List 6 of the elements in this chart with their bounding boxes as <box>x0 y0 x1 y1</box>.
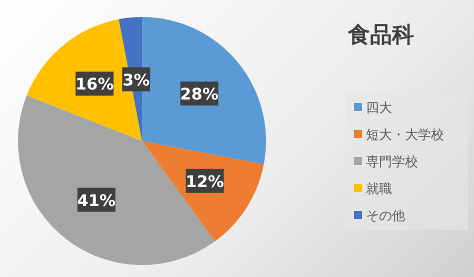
legend-label: その他 <box>366 209 405 224</box>
legend-label: 就職 <box>366 182 392 197</box>
legend-label: 四大 <box>366 101 392 116</box>
legend-label: 専門学校 <box>366 155 418 170</box>
legend-label: 短大・大学校 <box>366 128 444 143</box>
chart-title: 食品科 <box>347 23 414 48</box>
